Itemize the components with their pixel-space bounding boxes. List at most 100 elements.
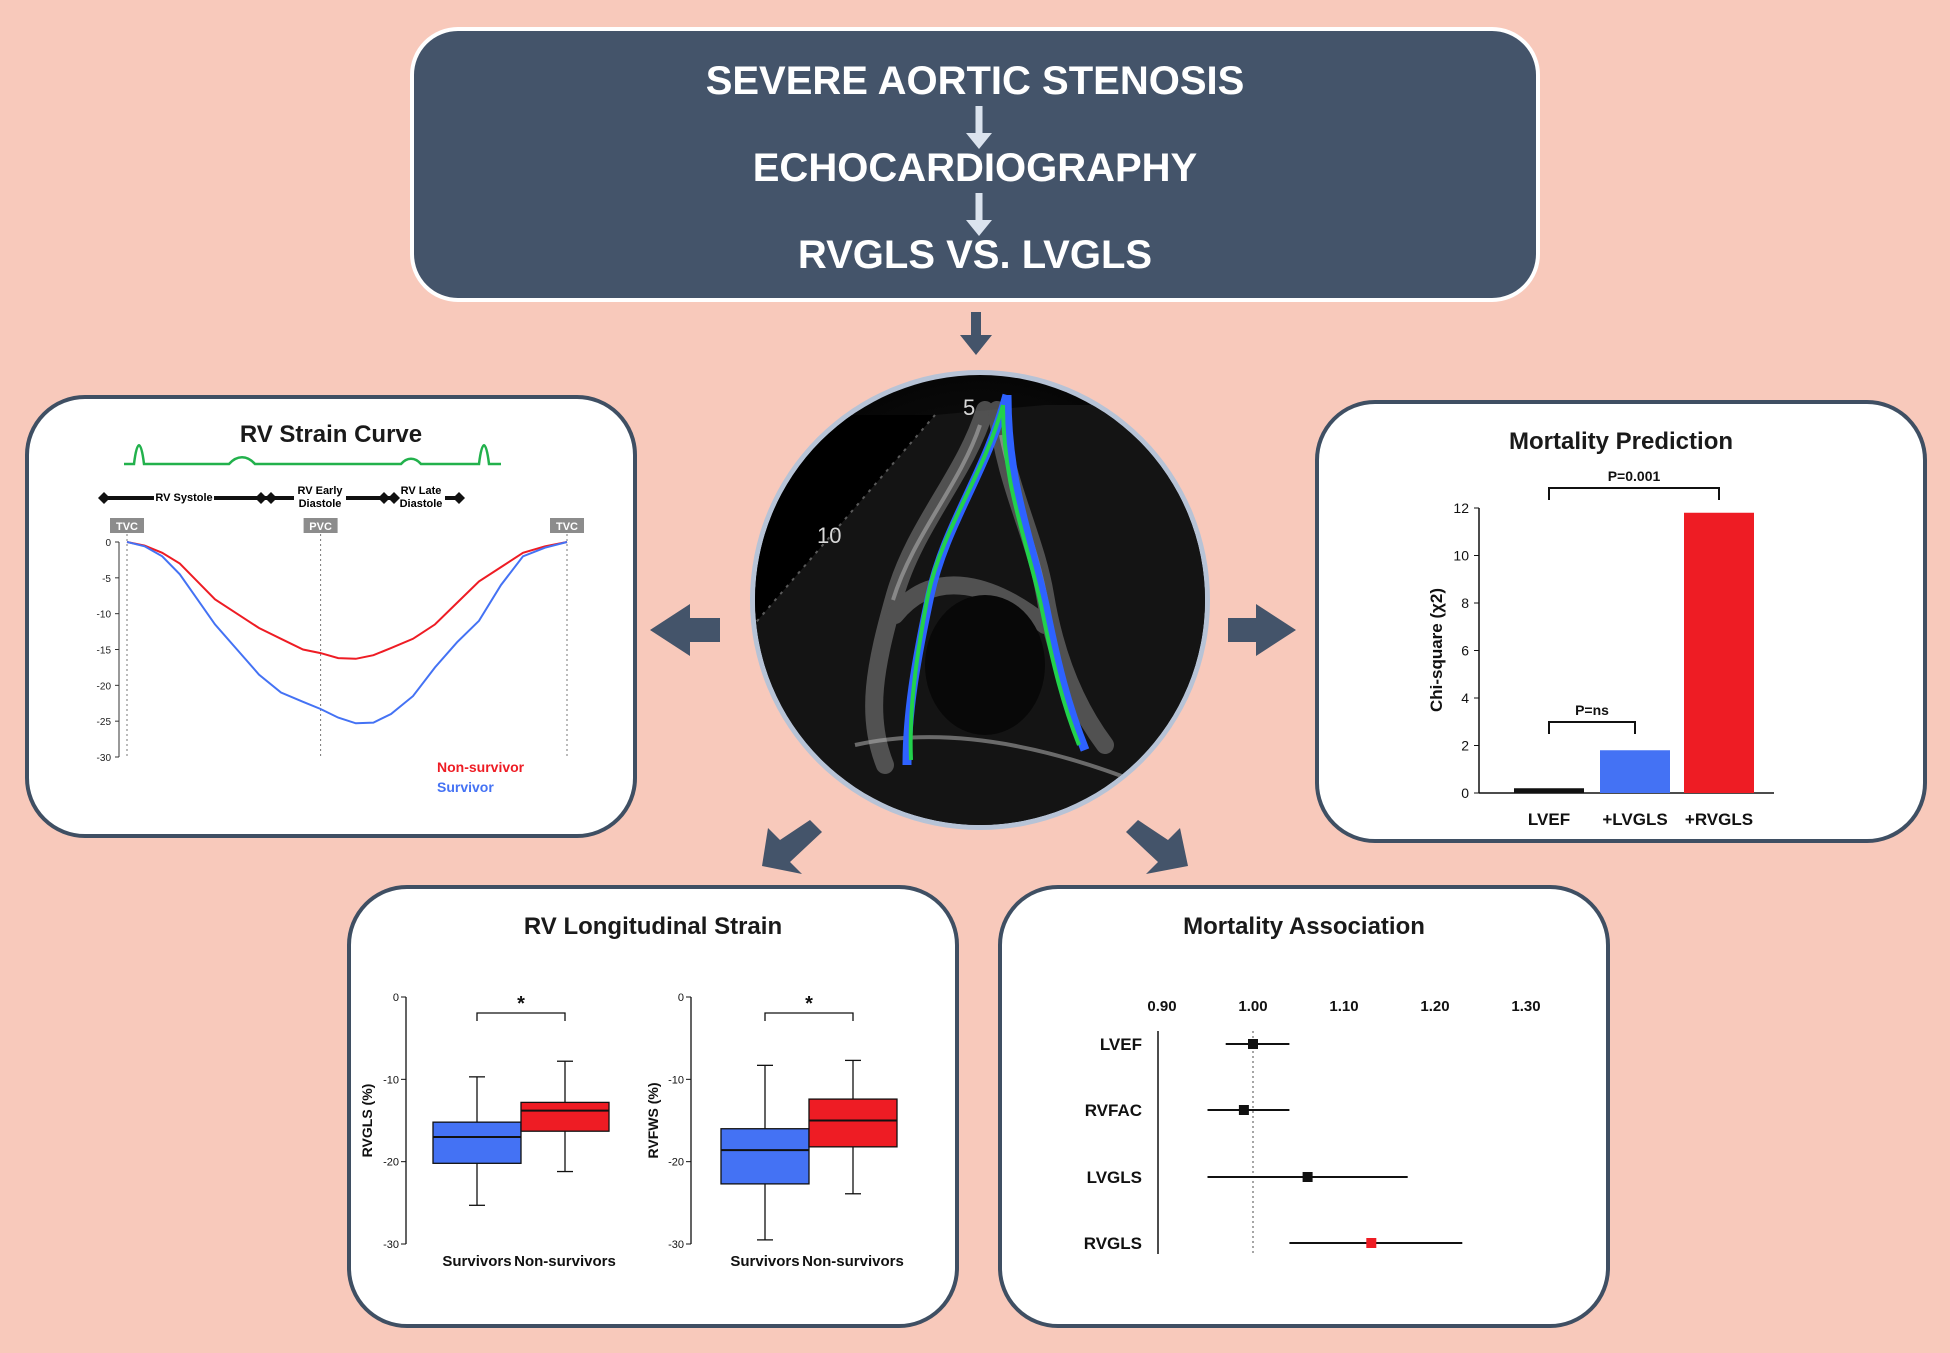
significance-bracket bbox=[476, 1012, 566, 1021]
row-label-lvgls: LVGLS bbox=[1087, 1168, 1142, 1187]
y-tick-label: -30 bbox=[97, 753, 112, 764]
y-tick-label: 12 bbox=[1453, 500, 1469, 516]
row-label-rvgls: RVGLS bbox=[1084, 1234, 1142, 1253]
y-tick-label: -10 bbox=[383, 1074, 399, 1086]
y-tick-label: 6 bbox=[1461, 643, 1469, 659]
point-estimate bbox=[1248, 1039, 1258, 1049]
significance-label: P=0.001 bbox=[1608, 468, 1661, 484]
y-tick-label: -10 bbox=[668, 1074, 684, 1086]
header-line-1: SEVERE AORTIC STENOSIS bbox=[705, 59, 1245, 103]
point-estimate bbox=[1366, 1238, 1377, 1248]
mortality-association-panel: Mortality Association 0.90 1.00 1.10 1.20 1.… bbox=[998, 885, 1610, 1328]
marker-box bbox=[550, 518, 584, 533]
legend-non-survivor: Non-survivor bbox=[437, 759, 525, 775]
y-axis-label: RVGLS (%) bbox=[359, 1084, 375, 1158]
y-tick-label: 10 bbox=[1453, 548, 1469, 564]
x-tick-label: Survivors bbox=[442, 1253, 511, 1270]
marker-box bbox=[110, 518, 144, 533]
box-non-survivors bbox=[808, 1098, 898, 1148]
rv-strain-curve-panel: RV Strain Curve RV Systole RV Early Dias… bbox=[25, 395, 637, 838]
significance-star: * bbox=[805, 993, 813, 1015]
series-line-survivor bbox=[126, 541, 568, 725]
y-axis-label: Chi-square (χ2) bbox=[1427, 588, 1446, 712]
significance-bracket bbox=[1548, 721, 1636, 734]
phase-label-early-2: Diastole bbox=[299, 498, 342, 510]
x-tick-label: +LVGLS bbox=[1602, 810, 1667, 829]
bar-lvef bbox=[1514, 788, 1584, 793]
significance-bracket bbox=[764, 1012, 854, 1021]
y-tick-label: 0 bbox=[105, 538, 111, 549]
x-tick-label: 0.90 bbox=[1147, 998, 1176, 1015]
mortality-prediction-chart: 0 2 4 6 8 10 12 Chi-square (χ2) LVEF +LVGLS +RVGLS… bbox=[1427, 468, 1774, 829]
rv-strain-title: RV Strain Curve bbox=[239, 421, 423, 448]
phase-diamonds bbox=[98, 492, 465, 504]
x-tick-label: 1.20 bbox=[1420, 998, 1449, 1015]
y-tick-label: -5 bbox=[102, 574, 111, 585]
strain-plot-area: 0 -5 -10 -15 -20 -25 -30 TVC PVC TVC Non-survivor S… bbox=[97, 518, 584, 795]
arrow-down-icon bbox=[960, 312, 992, 355]
phase-label-late-1: RV Late bbox=[401, 485, 442, 497]
marker-label: TVC bbox=[556, 521, 578, 533]
point-estimate bbox=[1238, 1105, 1249, 1115]
arrow-down-right-icon bbox=[1126, 820, 1188, 874]
forest-plot-area: 0.90 1.00 1.10 1.20 1.30 LVEF RVFAC LVGLS RVGLS bbox=[1084, 998, 1541, 1254]
mortality-prediction-panel: Mortality Prediction 0 2 4 6 8 10 12 Chi-square… bbox=[1315, 400, 1927, 843]
echo-image: 5 10 bbox=[750, 370, 1210, 830]
rv-strain-chart: RV Systole RV Early Diastole RV Late Dia… bbox=[97, 444, 584, 795]
forest-chart: 0.90 1.00 1.10 1.20 1.30 LVEF RVFAC LVGLS RVGLS bbox=[1084, 998, 1541, 1254]
arrow-right-icon bbox=[1228, 604, 1296, 656]
rv-longitudinal-strain-panel: RV Longitudinal Strain 0 -10 -20 -30 RVGLS (… bbox=[347, 885, 959, 1328]
x-tick-label: Non-survivors bbox=[802, 1253, 904, 1270]
y-tick-label: -15 bbox=[97, 646, 112, 657]
x-tick-label: 1.00 bbox=[1238, 998, 1267, 1015]
echo-label-10: 10 bbox=[817, 523, 841, 548]
mortality-association-title: Mortality Association bbox=[1183, 913, 1425, 940]
y-tick-label: -20 bbox=[97, 681, 112, 692]
bar-plot-area: 0 2 4 6 8 10 12 Chi-square (χ2) LVEF +LVGLS +RVGLS… bbox=[1427, 468, 1774, 829]
down-arrow-icon bbox=[966, 193, 992, 236]
y-tick-label: 0 bbox=[393, 992, 399, 1004]
rv-longitudinal-strain-title: RV Longitudinal Strain bbox=[523, 913, 783, 940]
header-line-3: RVGLS VS. LVGLS bbox=[797, 233, 1153, 277]
bar-plus-rvgls bbox=[1684, 512, 1754, 793]
y-tick-label: -30 bbox=[668, 1239, 684, 1251]
phase-label-early-1: RV Early bbox=[297, 485, 343, 497]
y-tick-label: 0 bbox=[1461, 785, 1469, 801]
marker-box bbox=[303, 518, 338, 533]
row-label-lvef: LVEF bbox=[1100, 1035, 1142, 1054]
y-tick-label: 4 bbox=[1461, 690, 1469, 706]
legend-survivor: Survivor bbox=[437, 779, 494, 795]
box-survivors bbox=[432, 1121, 522, 1164]
phase-label-systole: RV Systole bbox=[155, 492, 212, 504]
row-label-rvfac: RVFAC bbox=[1085, 1101, 1142, 1120]
down-arrow-icon bbox=[966, 106, 992, 149]
ecg-trace bbox=[124, 444, 501, 466]
marker-label: PVC bbox=[309, 521, 332, 533]
echo-label-5: 5 bbox=[963, 395, 975, 420]
significance-label: P=ns bbox=[1575, 702, 1609, 718]
y-tick-label: -30 bbox=[383, 1239, 399, 1251]
header-line-2: ECHOCARDIOGRAPHY bbox=[752, 146, 1198, 190]
x-tick-label: Non-survivors bbox=[514, 1253, 616, 1270]
significance-bracket bbox=[1548, 487, 1720, 500]
point-estimate bbox=[1302, 1172, 1313, 1182]
y-tick-label: -25 bbox=[97, 717, 112, 728]
box-non-survivors bbox=[520, 1101, 610, 1132]
header-arrows bbox=[966, 106, 992, 236]
y-tick-label: 0 bbox=[678, 992, 684, 1004]
series-line-non-survivor bbox=[126, 541, 568, 660]
significance-star: * bbox=[517, 993, 525, 1015]
y-axis-label: RVFWS (%) bbox=[645, 1083, 661, 1159]
bar-plus-lvgls bbox=[1600, 750, 1670, 793]
x-tick-label: Survivors bbox=[730, 1253, 799, 1270]
x-tick-label: LVEF bbox=[1528, 810, 1570, 829]
mortality-prediction-title: Mortality Prediction bbox=[1508, 428, 1734, 455]
box-survivors bbox=[720, 1128, 810, 1185]
phase-label-late-2: Diastole bbox=[400, 498, 443, 510]
marker-label: TVC bbox=[116, 521, 138, 533]
header-box: SEVERE AORTIC STENOSIS ECHOCARDIOGRAPHY … bbox=[410, 27, 1540, 302]
x-tick-label: 1.30 bbox=[1511, 998, 1540, 1015]
